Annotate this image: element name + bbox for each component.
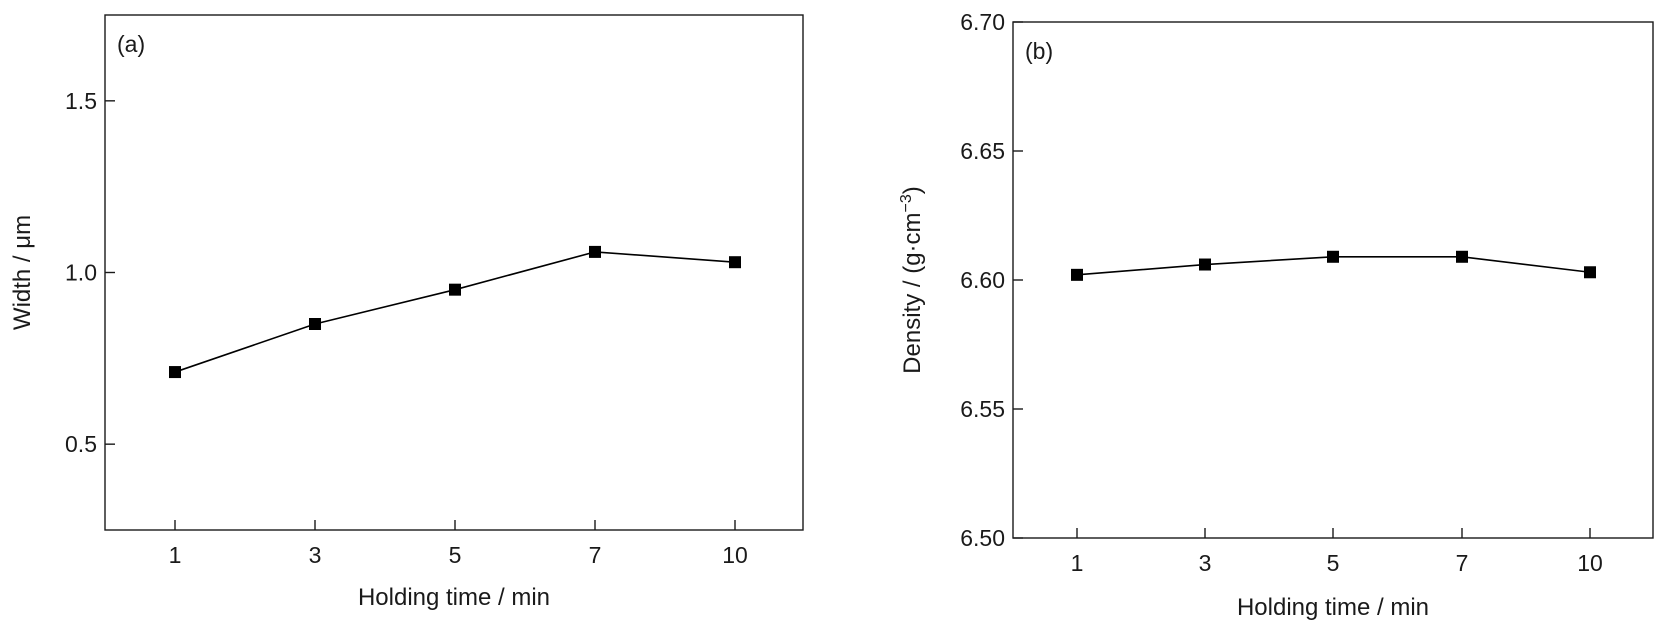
data-point-marker xyxy=(729,256,741,269)
y-tick-label: 6.60 xyxy=(960,267,1005,293)
data-point-marker xyxy=(1584,266,1596,279)
plot-frame-a xyxy=(104,14,804,531)
x-tick-label: 5 xyxy=(449,542,462,568)
y-tick-label: 6.50 xyxy=(960,525,1005,551)
y-axis-b: 6.50 6.55 6.60 6.65 6.70 xyxy=(960,9,1023,551)
x-axis-title-b: Holding time / min xyxy=(1237,594,1429,621)
series-b xyxy=(1071,250,1596,281)
chart-panel-a: (a) 0.51.01.5 1 3 5 7 10 Holding time / min … xyxy=(9,14,804,611)
data-point-marker xyxy=(449,283,461,296)
x-axis-a: 1 3 5 7 10 xyxy=(169,520,748,568)
y-axis-title-b-superscript: −3 xyxy=(898,194,915,212)
x-axis-title-a: Holding time / min xyxy=(358,584,550,611)
y-axis-a: 0.5 1.0 1.5 xyxy=(65,88,115,457)
y-tick-label: 6.55 xyxy=(960,396,1005,422)
y-tick-label: 1.5 xyxy=(65,88,97,114)
y-axis-title-b-main: Density / (g·cm xyxy=(899,212,926,373)
y-tick-label: 0.5 xyxy=(65,431,97,457)
panel-label-b: (b) xyxy=(1025,38,1053,64)
data-point-marker xyxy=(1199,258,1211,271)
x-tick-label: 3 xyxy=(1199,550,1212,576)
data-point-marker xyxy=(169,366,181,379)
x-tick-label: 10 xyxy=(722,542,748,568)
data-point-marker xyxy=(589,245,601,258)
data-point-marker xyxy=(309,318,321,330)
series-line xyxy=(174,251,736,373)
data-point-marker xyxy=(1071,268,1083,281)
y-axis-title-a: Width / μm xyxy=(9,215,36,330)
x-tick-label: 1 xyxy=(169,542,182,568)
y-tick-label: 1.0 xyxy=(65,260,97,286)
data-point-marker xyxy=(1456,250,1468,263)
y-tick-label: 6.65 xyxy=(960,138,1005,164)
panel-label-a: (a) xyxy=(117,31,145,57)
x-tick-label: 5 xyxy=(1327,550,1340,576)
plot-frame-b xyxy=(1012,21,1654,539)
data-point-marker xyxy=(1327,250,1339,263)
series-a xyxy=(169,245,741,379)
x-tick-label: 7 xyxy=(1456,550,1469,576)
x-tick-label: 7 xyxy=(589,542,602,568)
y-tick-label: 6.70 xyxy=(960,9,1005,35)
y-axis-title-b-suffix: ) xyxy=(899,186,926,194)
x-tick-label: 3 xyxy=(309,542,322,568)
chart-panel-b: (b) 6.50 6.55 6.60 6.65 6.70 1 3 5 7 10 Holding … xyxy=(898,9,1654,621)
x-axis-b: 1 3 5 7 10 xyxy=(1071,528,1603,576)
y-axis-title-b: Density / (g·cm−3) xyxy=(898,186,926,374)
x-tick-label: 1 xyxy=(1071,550,1084,576)
x-tick-label: 10 xyxy=(1577,550,1603,576)
